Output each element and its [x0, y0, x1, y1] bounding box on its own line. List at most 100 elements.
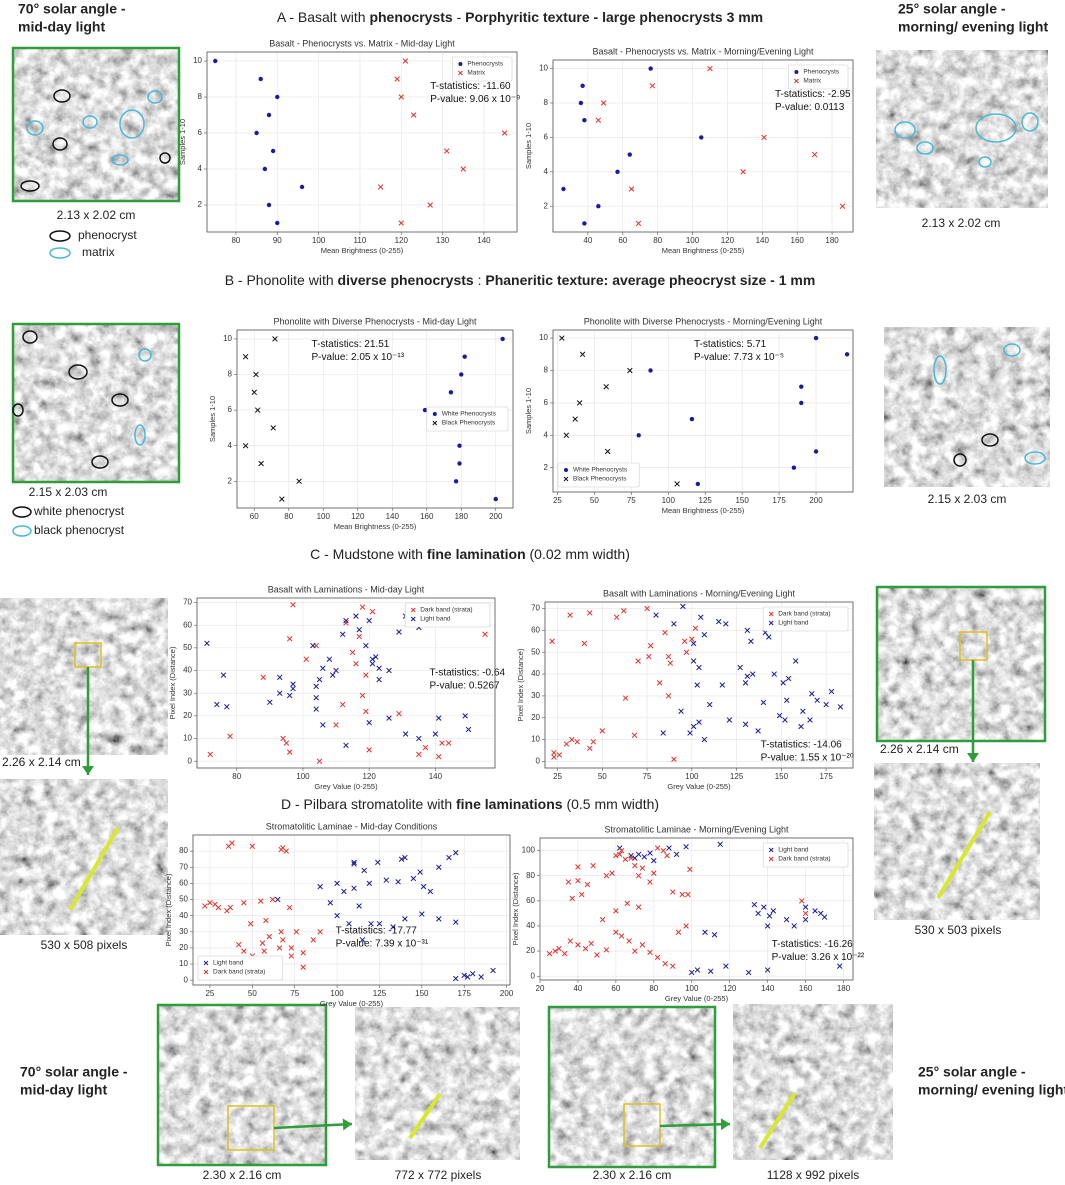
legend-icon	[49, 247, 71, 259]
photo-frame	[875, 585, 1047, 743]
point	[493, 496, 498, 502]
legend-box	[452, 56, 513, 82]
y-tick-label: 2	[544, 463, 549, 472]
point	[696, 719, 702, 725]
solar-label: morning/ evening light	[898, 19, 1048, 35]
point	[266, 112, 272, 118]
photo-frame	[156, 1003, 328, 1167]
point	[457, 461, 462, 466]
point	[647, 949, 653, 956]
y-tick-label: 10	[539, 64, 548, 73]
point	[809, 690, 815, 697]
annotation: T-statistics: 5.71	[694, 339, 767, 350]
point	[576, 400, 583, 406]
point	[726, 717, 733, 723]
x-tick-label: 25	[205, 989, 214, 998]
point	[363, 642, 369, 649]
solar-label: mid-day light	[20, 1082, 107, 1098]
x-axis-label: Mean Brightness (0-255)	[321, 246, 404, 255]
arrow-head	[967, 753, 979, 762]
transect-line	[68, 826, 120, 912]
solar-label: morning/ evening light	[918, 1082, 1065, 1098]
point	[213, 58, 218, 64]
point	[647, 642, 654, 649]
point	[343, 617, 349, 624]
point	[701, 736, 708, 743]
y-tick-label: 60	[183, 620, 192, 629]
point	[627, 367, 633, 374]
legend-label: White Phenocrysts	[573, 467, 628, 474]
legend-label: Black Phenocrysts	[573, 476, 627, 483]
point	[690, 640, 697, 647]
point	[361, 867, 367, 874]
point	[394, 76, 400, 82]
annotation: P-value: 3.26 x 10⁻²²	[772, 952, 865, 963]
x-tick-label: 130	[436, 236, 450, 245]
point	[359, 604, 366, 610]
y-tick-label: 0	[188, 756, 193, 765]
point	[603, 872, 610, 879]
annotation: P-value: 2.05 x 10⁻¹³	[312, 352, 405, 363]
point	[660, 847, 667, 854]
legend-label: Dark band (strata)	[420, 607, 472, 614]
point	[690, 723, 697, 730]
y-tick-label: 20	[179, 943, 188, 952]
point	[420, 883, 427, 890]
point	[556, 945, 562, 952]
point	[236, 941, 242, 948]
point	[202, 903, 208, 909]
point	[288, 945, 295, 951]
x-tick-label: 80	[232, 772, 241, 781]
x-tick-label: 90	[273, 236, 282, 245]
point	[334, 912, 340, 919]
y-tick-label: 2	[198, 200, 203, 209]
x-tick-label: 140	[477, 236, 491, 245]
point	[316, 676, 323, 683]
point	[649, 83, 656, 89]
point	[664, 852, 670, 859]
y-axis-label: Pixel Index (Distance)	[511, 872, 520, 945]
x-tick-label: 175	[819, 772, 833, 781]
point	[742, 721, 749, 728]
x-tick-label: 100	[662, 496, 676, 505]
y-tick-label: 70	[531, 604, 540, 613]
point	[417, 869, 423, 875]
point	[320, 665, 326, 672]
point	[613, 614, 620, 621]
y-tick-label: 40	[179, 911, 188, 920]
point	[812, 908, 818, 914]
point	[398, 220, 405, 226]
y-tick-label: 30	[183, 688, 192, 697]
point	[687, 730, 693, 736]
y-axis-label: Pixel Index (Distance)	[168, 646, 177, 719]
point	[346, 920, 352, 927]
x-tick-label: 100	[685, 984, 699, 993]
x-tick-label: 140	[761, 984, 775, 993]
point	[334, 880, 340, 887]
grain-outline	[22, 330, 38, 344]
x-tick-label: 25	[553, 496, 562, 505]
photo	[157, 1004, 327, 1166]
x-tick-label: 120	[362, 772, 376, 781]
point	[616, 851, 623, 858]
point	[551, 749, 557, 756]
x-tick-label: 20	[536, 984, 545, 993]
caption: 772 x 772 pixels	[395, 1168, 482, 1182]
y-tick-label: 10	[539, 333, 548, 342]
point	[679, 891, 686, 898]
arrow-head	[720, 1118, 730, 1131]
x-tick-label: 150	[415, 989, 429, 998]
point	[844, 352, 850, 357]
point	[366, 880, 373, 887]
grain-outline	[20, 180, 40, 192]
point	[351, 885, 357, 891]
chart-title: Phonolite with Diverse Phenocrysts - Mor…	[584, 316, 823, 326]
point	[439, 740, 445, 746]
annotation: P-value: 0.0113	[775, 102, 845, 113]
point	[341, 888, 347, 895]
y-tick-label: 10	[531, 735, 540, 744]
y-tick-label: 40	[531, 669, 540, 678]
arrow-head	[82, 766, 94, 775]
point	[290, 681, 296, 687]
point	[376, 676, 382, 683]
